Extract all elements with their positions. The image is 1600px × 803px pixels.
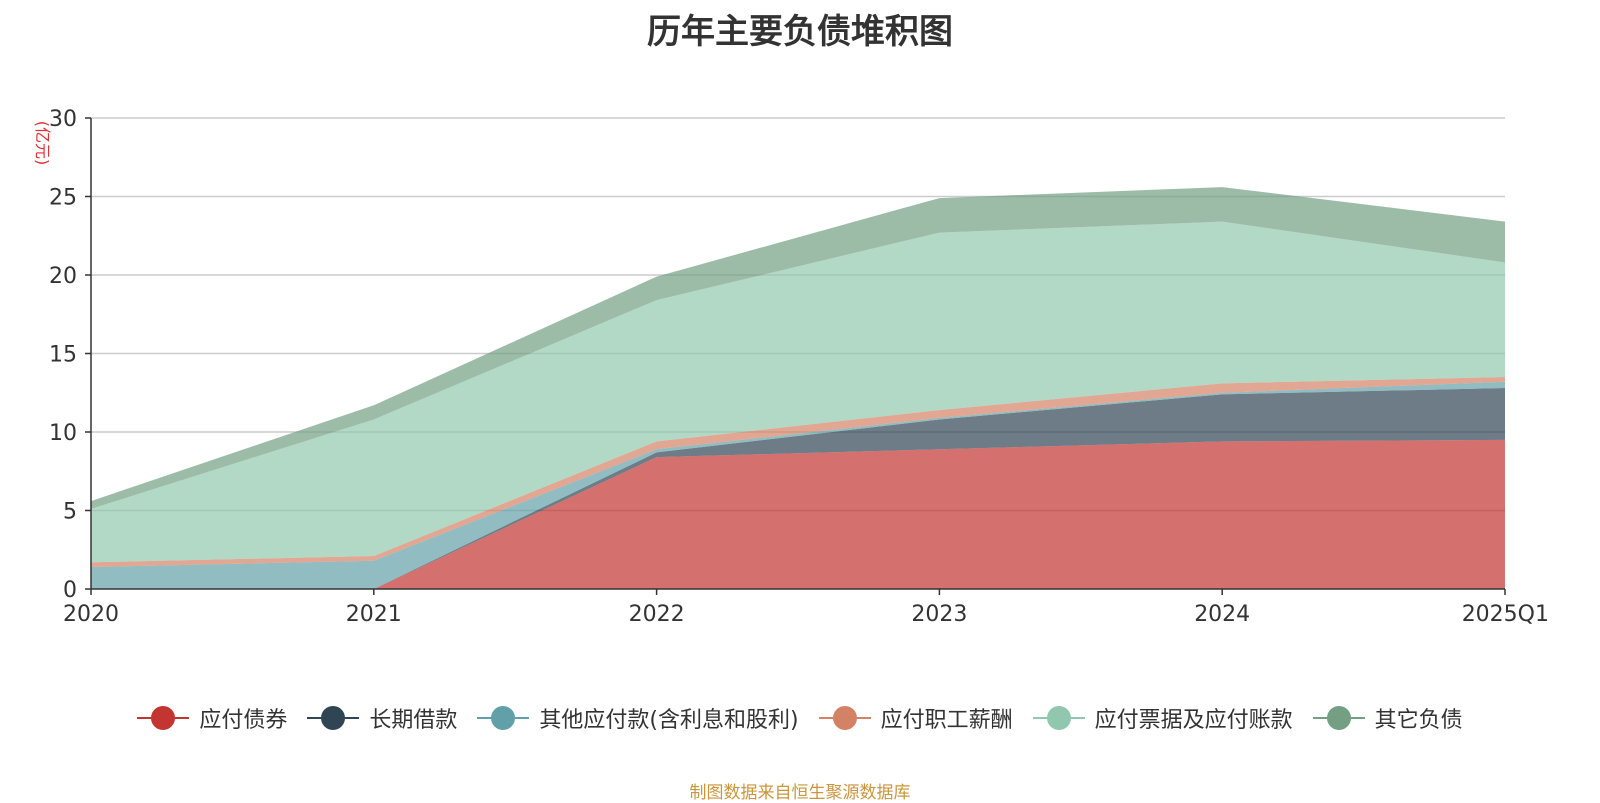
legend-label: 长期借款 (369, 708, 458, 733)
y-tick-label: 5 (63, 500, 77, 525)
x-tick-label: 2022 (629, 602, 685, 627)
x-tick-label: 2025Q1 (1462, 602, 1549, 627)
y-tick-labels: 0 5 10 15 20 25 30 (49, 107, 77, 603)
x-tick-labels: 2020 2021 2022 2023 2024 2025Q1 (63, 602, 1549, 627)
y-tick-label: 25 (49, 186, 77, 211)
x-tick-label: 2020 (63, 602, 119, 627)
area-series (91, 187, 1505, 589)
source-note: 制图数据来自恒生聚源数据库 (689, 783, 911, 803)
legend-label: 其他应付款(含利息和股利) (539, 708, 799, 733)
legend-marker-icon (307, 706, 360, 730)
legend-label: 应付职工薪酬 (880, 708, 1013, 733)
legend-marker-icon (137, 706, 190, 730)
area-series-5 (91, 187, 1505, 509)
axes (85, 117, 1506, 595)
x-tick-label: 2024 (1194, 602, 1250, 627)
legend-label: 应付债券 (199, 708, 288, 733)
area-series-1 (91, 388, 1505, 589)
y-tick-label: 30 (49, 107, 77, 132)
area-series-4 (91, 221, 1505, 563)
chart-title: 历年主要负债堆积图 (647, 12, 953, 52)
x-tick-label: 2023 (911, 602, 967, 627)
legend-marker-icon (1032, 706, 1085, 730)
legend-item-5[interactable]: 其它负债 (1312, 702, 1463, 734)
y-tick-label: 10 (49, 421, 77, 446)
legend-item-0[interactable]: 应付债券 (137, 702, 287, 734)
x-tick-label: 2021 (346, 602, 402, 627)
legend: 应付债券 长期借款 其他应付款(含利息和股利) 应付职工薪酬 应付票据及应付账款 其它负债 (0, 702, 1600, 734)
legend-item-2[interactable]: 其他应付款(含利息和股利) (477, 702, 799, 734)
area-series-0 (91, 439, 1505, 589)
y-axis-label: (亿元) (33, 121, 52, 166)
legend-item-4[interactable]: 应付票据及应付账款 (1032, 702, 1293, 734)
y-tick-label: 0 (63, 578, 77, 603)
y-tick-label: 15 (49, 343, 77, 368)
legend-label: 应付票据及应付账款 (1094, 708, 1293, 733)
area-series-2 (91, 381, 1505, 589)
legend-label: 其它负债 (1374, 708, 1463, 733)
legend-item-1[interactable]: 长期借款 (307, 702, 457, 734)
y-tick-label: 20 (49, 264, 77, 289)
legend-marker-icon (818, 706, 871, 730)
legend-marker-icon (1312, 706, 1365, 730)
legend-item-3[interactable]: 应付职工薪酬 (818, 702, 1013, 734)
legend-marker-icon (477, 706, 530, 730)
